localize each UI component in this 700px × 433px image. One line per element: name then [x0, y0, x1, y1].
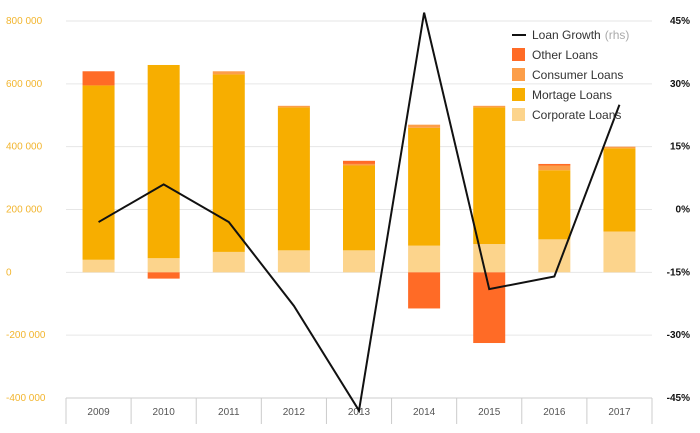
bar-corporate-loans	[212, 251, 245, 273]
x-tick-label: 2016	[543, 407, 566, 418]
x-tick-label: 2009	[87, 407, 110, 418]
bar-corporate-loans	[408, 245, 441, 273]
bar-consumer-loans	[538, 165, 571, 171]
bar-mortage-loans	[408, 127, 441, 246]
bar-mortage-loans	[473, 107, 506, 245]
legend-swatch-other-loans	[512, 48, 525, 61]
x-tick-label: 2012	[283, 407, 306, 418]
bar-corporate-loans	[538, 239, 571, 273]
bar-other-loans	[473, 272, 506, 344]
y-left-tick-label: 0	[6, 267, 12, 278]
y-right-tick-label: 15%	[670, 142, 690, 153]
bar-consumer-loans	[212, 71, 245, 75]
x-tick-label: 2015	[478, 407, 501, 418]
bar-corporate-loans	[277, 250, 310, 273]
y-left-tick-label: -400 000	[6, 393, 46, 404]
y-right-tick-label: 0%	[676, 205, 691, 216]
legend-label: Corporate Loans	[532, 108, 621, 122]
legend-swatch-corporate-loans	[512, 108, 525, 121]
legend-rhs-label: (rhs)	[605, 28, 630, 42]
y-left-tick-label: 400 000	[6, 142, 43, 153]
y-left-tick-label: 600 000	[6, 79, 43, 90]
bar-other-loans	[343, 160, 375, 164]
y-right-tick-label: 45%	[670, 16, 690, 27]
bar-mortage-loans	[147, 64, 180, 259]
bar-consumer-loans	[343, 163, 375, 166]
legend-label: Loan Growth	[532, 28, 601, 42]
bar-other-loans	[408, 272, 441, 309]
x-tick-label: 2010	[153, 407, 176, 418]
bar-mortage-loans	[603, 148, 636, 232]
bar-corporate-loans	[473, 244, 506, 273]
x-tick-label: 2011	[218, 407, 240, 418]
bar-corporate-loans	[343, 250, 375, 273]
bar-mortage-loans	[343, 165, 375, 251]
bar-mortage-loans	[538, 170, 571, 240]
bar-corporate-loans	[82, 259, 115, 273]
y-left-tick-label: -200 000	[6, 330, 46, 341]
x-tick-label: 2014	[413, 407, 436, 418]
bar-consumer-loans	[473, 105, 506, 108]
bar-consumer-loans	[408, 124, 441, 128]
bar-consumer-loans	[603, 146, 636, 149]
y-right-tick-label: -30%	[667, 330, 690, 341]
bar-mortage-loans	[82, 85, 115, 260]
bar-corporate-loans	[147, 258, 180, 273]
bar-mortage-loans	[277, 107, 310, 251]
legend-label: Mortage Loans	[532, 88, 612, 102]
x-tick-label: 2017	[608, 407, 631, 418]
bar-corporate-loans	[603, 231, 636, 273]
bar-consumer-loans	[277, 105, 310, 108]
legend-label: Other Loans	[532, 48, 598, 62]
bar-mortage-loans	[212, 74, 245, 252]
y-left-tick-label: 200 000	[6, 205, 43, 216]
y-right-tick-label: 30%	[670, 79, 690, 90]
legend-label: Consumer Loans	[532, 68, 623, 82]
y-left-tick-label: 800 000	[6, 16, 43, 27]
bar-other-loans	[82, 71, 115, 86]
legend-swatch-consumer-loans	[512, 68, 525, 81]
bar-other-loans	[147, 272, 180, 279]
y-right-tick-label: -45%	[667, 393, 690, 404]
bar-other-loans	[538, 163, 571, 166]
y-right-tick-label: -15%	[667, 267, 690, 278]
legend-swatch-mortage-loans	[512, 88, 525, 101]
